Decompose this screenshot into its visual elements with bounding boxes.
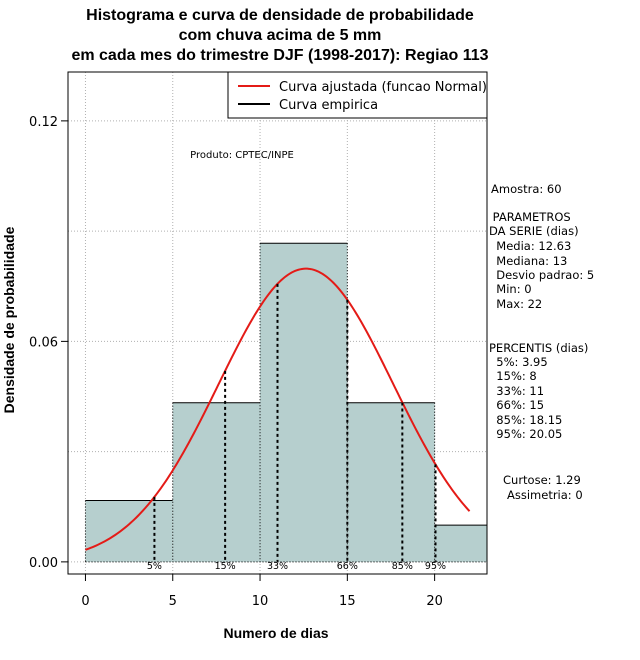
percentile-label: 15% [215,561,236,572]
histogram-bar [434,525,487,562]
y-tick-label: 0.12 [29,115,58,130]
curtose: Curtose: 1.29 [503,473,581,487]
chart-title-line-3: em cada mes do trimestre DJF (1998-2017)… [71,47,489,64]
x-tick-label: 10 [252,594,269,609]
y-tick-label: 0.06 [29,335,58,350]
percentile-label: 66% [337,561,358,572]
legend: Curva ajustada (funcao Normal) Curva emp… [227,71,488,119]
param-max: Max: 22 [489,297,543,311]
y-tick-label: 0.00 [29,556,58,571]
legend-label-empirical: Curva empirica [279,98,378,113]
percentile-label: 33% [267,561,288,572]
param-media: Media: 12.63 [489,239,572,253]
x-axis-label: Numero de dias [223,625,328,641]
param-mediana: Mediana: 13 [489,254,568,268]
y-axis: 0.00 0.06 0.12 [29,115,69,571]
percentile-label: 85% [392,561,413,572]
percentile-label: 5% [147,561,162,572]
sample-size: Amostra: 60 [491,182,562,196]
percentil-85: 85%: 18.15 [489,413,563,427]
params-title-line-2: DA SERIE (dias) [489,224,579,238]
histogram-bar [85,500,173,562]
chart-title-line-2: com chuva acima de 5 mm [178,27,382,44]
x-tick-label: 0 [81,594,89,609]
chart-title-line-1: Histograma e curva de densidade de proba… [86,7,474,24]
percentil-33: 33%: 11 [489,384,545,398]
x-axis: 0 5 10 15 20 [81,573,443,609]
x-tick-label: 20 [426,594,443,609]
product-label: Produto: CPTEC/INPE [190,150,294,161]
legend-box [227,71,488,119]
histogram-bar [172,402,261,562]
percentile-lines: 5% 15% 33% 66% 85% 95% [147,283,446,572]
percentil-95: 95%: 20.05 [489,427,563,441]
percentis-title: PERCENTIS (dias) [489,341,589,355]
x-tick-label: 15 [339,594,356,609]
percentil-15: 15%: 8 [489,369,537,383]
percentil-5: 5%: 3.95 [489,355,548,369]
percentil-66: 66%: 15 [489,398,545,412]
histogram-bar [347,402,435,562]
param-min: Min: 0 [489,282,532,296]
histogram-bar [260,243,348,562]
percentile-label: 95% [425,561,446,572]
assimetria: Assimetria: 0 [507,488,583,502]
legend-label-fitted: Curva ajustada (funcao Normal) [279,80,487,95]
params-title-line-1: PARAMETROS [489,210,571,224]
param-desvio: Desvio padrao: 5 [489,268,595,282]
x-tick-label: 5 [169,594,177,609]
histogram-bars [84,242,487,563]
y-axis-label: Densidade de probabilidade [1,226,17,413]
